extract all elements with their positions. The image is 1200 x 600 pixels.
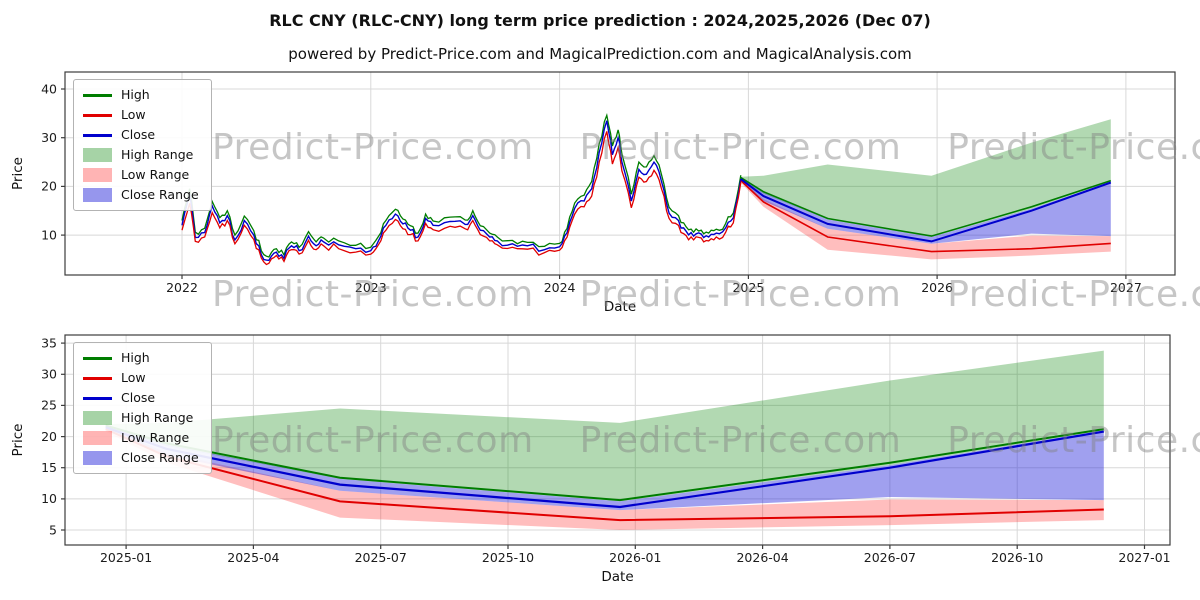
legend-label: High Range <box>121 410 194 425</box>
legend-patch-swatch <box>83 188 112 202</box>
legend-label: High <box>121 87 150 102</box>
legend-label: Close <box>121 390 156 405</box>
legend-patch-swatch <box>83 148 112 162</box>
x-tick-label: 2026-04 <box>736 550 788 565</box>
x-axis-label: Date <box>604 299 636 315</box>
legend-line-swatch <box>83 133 112 137</box>
y-tick-label: 20 <box>41 429 57 444</box>
legend-label: Low <box>121 370 146 385</box>
legend-label: Close Range <box>121 187 199 202</box>
legend-item-close: Close <box>83 127 199 143</box>
legend-item-low: Low <box>83 370 199 386</box>
legend-line-swatch <box>83 93 112 97</box>
page-title: RLC CNY (RLC-CNY) long term price predic… <box>269 11 931 30</box>
legend-top-chart: High Low Close High Range Low Range Close Ran… <box>73 79 212 211</box>
legend-label: Close Range <box>121 450 199 465</box>
legend-line-swatch <box>83 356 112 360</box>
x-tick-label: 2025-01 <box>100 550 152 565</box>
top-chart: 2022 2023 2024 2025 2026 2027 10 20 30 40 Date Pric… <box>10 71 1176 315</box>
y-tick-label: 10 <box>41 491 57 506</box>
y-tick-label: 30 <box>41 130 57 145</box>
legend-item-close: Close <box>83 390 199 406</box>
page-subtitle: powered by Predict-Price.com and Magical… <box>288 45 912 63</box>
legend-item-high: High <box>83 87 199 103</box>
legend-patch-swatch <box>83 168 112 182</box>
x-tick-label: 2026-01 <box>609 550 661 565</box>
y-tick-label: 40 <box>41 81 57 96</box>
legend-label: High Range <box>121 147 194 162</box>
legend-line-swatch <box>83 113 112 117</box>
y-tick-label: 5 <box>49 522 57 537</box>
x-tick-label: 2025 <box>732 280 764 295</box>
y-tick-label: 15 <box>41 460 57 475</box>
x-tick-label: 2026-10 <box>991 550 1043 565</box>
y-tick-label: 35 <box>41 335 57 350</box>
y-tick-label: 10 <box>41 227 57 242</box>
y-tick-label: 30 <box>41 367 57 382</box>
y-axis-label: Price <box>10 157 26 190</box>
x-tick-label: 2025-04 <box>227 550 279 565</box>
legend-patch-swatch <box>83 431 112 445</box>
x-tick-label: 2026 <box>921 280 953 295</box>
legend-label: Low Range <box>121 167 190 182</box>
legend-item-low-range: Low Range <box>83 430 199 446</box>
legend-item-close-range: Close Range <box>83 450 199 466</box>
legend-line-swatch <box>83 396 112 400</box>
x-tick-label: 2022 <box>166 280 198 295</box>
bottom-chart: 2025-01 2025-04 2025-07 2025-10 2026-01 2026-… <box>10 334 1171 585</box>
legend-item-high-range: High Range <box>83 410 199 426</box>
x-tick-label: 2027 <box>1110 280 1142 295</box>
x-tick-label: 2025-07 <box>355 550 407 565</box>
x-tick-label: 2026-07 <box>864 550 916 565</box>
legend-item-low: Low <box>83 107 199 123</box>
legend-bottom-chart: High Low Close High Range Low Range Close Ran… <box>73 342 212 474</box>
legend-label: High <box>121 350 150 365</box>
legend-label: Low Range <box>121 430 190 445</box>
x-tick-label: 2025-10 <box>482 550 534 565</box>
x-tick-label: 2027-01 <box>1118 550 1170 565</box>
y-tick-label: 20 <box>41 179 57 194</box>
y-axis-label: Price <box>10 424 26 457</box>
legend-item-high-range: High Range <box>83 147 199 163</box>
legend-item-close-range: Close Range <box>83 187 199 203</box>
legend-patch-swatch <box>83 451 112 465</box>
legend-patch-swatch <box>83 411 112 425</box>
legend-label: Close <box>121 127 156 142</box>
x-tick-label: 2024 <box>544 280 576 295</box>
x-tick-label: 2023 <box>355 280 387 295</box>
y-tick-label: 25 <box>41 398 57 413</box>
x-axis-label: Date <box>601 569 633 585</box>
legend-item-high: High <box>83 350 199 366</box>
legend-label: Low <box>121 107 146 122</box>
legend-item-low-range: Low Range <box>83 167 199 183</box>
legend-line-swatch <box>83 376 112 380</box>
